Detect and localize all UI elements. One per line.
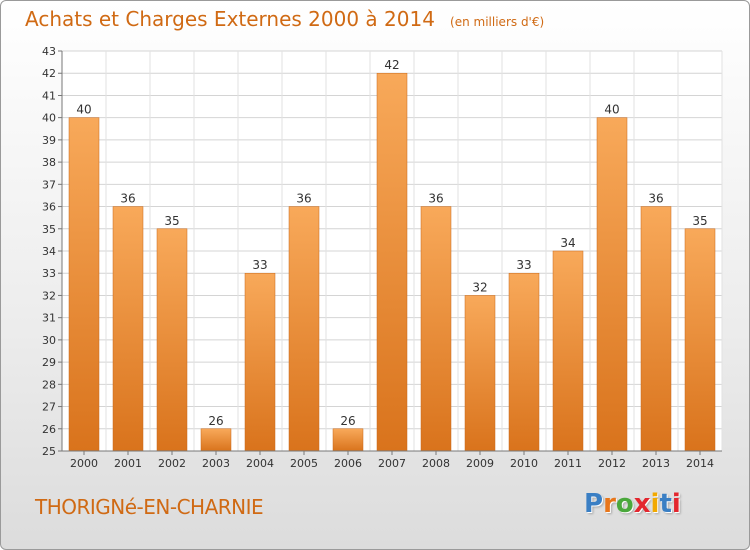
data-label: 26 xyxy=(208,414,223,428)
bar xyxy=(420,206,452,452)
data-label: 35 xyxy=(164,214,179,228)
data-label: 32 xyxy=(472,280,487,294)
bar xyxy=(288,206,320,452)
chart-title: Achats et Charges Externes 2000 à 2014 xyxy=(25,7,435,31)
x-tick-label: 2006 xyxy=(334,457,362,470)
bar xyxy=(552,250,584,452)
y-tick-label: 35 xyxy=(42,223,56,236)
data-label: 36 xyxy=(428,192,443,206)
y-tick-label: 32 xyxy=(42,289,56,302)
x-tick-label: 2008 xyxy=(422,457,450,470)
x-tick-label: 2010 xyxy=(510,457,538,470)
x-tick-label: 2002 xyxy=(158,457,186,470)
bar xyxy=(156,228,188,452)
y-tick-label: 39 xyxy=(42,134,56,147)
data-label: 34 xyxy=(560,236,575,250)
y-tick-label: 41 xyxy=(42,89,56,102)
y-tick-label: 26 xyxy=(42,423,56,436)
x-tick-label: 2000 xyxy=(70,457,98,470)
data-label: 35 xyxy=(692,214,707,228)
bar xyxy=(244,272,276,452)
x-tick-label: 2001 xyxy=(114,457,142,470)
bar xyxy=(464,295,496,452)
commune-name: THORIGNé-EN-CHARNIE xyxy=(35,495,264,519)
x-tick-label: 2011 xyxy=(554,457,582,470)
x-tick-label: 2012 xyxy=(598,457,626,470)
y-tick-label: 33 xyxy=(42,267,56,280)
chart-title-line: Achats et Charges Externes 2000 à 2014 (… xyxy=(25,7,544,31)
bar xyxy=(508,272,540,452)
x-tick-label: 2003 xyxy=(202,457,230,470)
axes: 25 26 27 28 29 30 31 32 33 34 35 36 37 38 39 40 41 42 43 20… xyxy=(42,45,722,470)
y-tick-label: 29 xyxy=(42,356,56,369)
x-tick-label: 2004 xyxy=(246,457,274,470)
data-label: 33 xyxy=(252,258,267,272)
proxiti-logo: Proxiti xyxy=(584,489,681,519)
bar xyxy=(200,428,232,452)
data-label: 42 xyxy=(384,58,399,72)
data-label: 26 xyxy=(340,414,355,428)
y-tick-label: 40 xyxy=(42,112,56,125)
bar xyxy=(684,228,716,452)
data-label: 36 xyxy=(296,192,311,206)
data-label: 40 xyxy=(604,103,619,117)
y-tick-label: 43 xyxy=(42,45,56,58)
x-tick-label: 2005 xyxy=(290,457,318,470)
bar xyxy=(332,428,364,452)
data-label: 40 xyxy=(76,103,91,117)
y-tick-label: 25 xyxy=(42,445,56,458)
bar xyxy=(596,117,628,452)
bar xyxy=(68,117,100,452)
y-tick-label: 27 xyxy=(42,401,56,414)
chart-unit-subtitle: (en milliers d'€) xyxy=(450,15,545,29)
data-labels: 40 36 35 26 33 36 26 42 36 32 33 34 40 36 35 xyxy=(76,58,707,428)
data-label: 36 xyxy=(648,192,663,206)
y-tick-label: 36 xyxy=(42,201,56,214)
bar xyxy=(376,72,408,452)
bar xyxy=(640,206,672,452)
x-tick-label: 2014 xyxy=(686,457,714,470)
y-tick-label: 28 xyxy=(42,378,56,391)
y-tick-label: 42 xyxy=(42,67,56,80)
y-tick-label: 38 xyxy=(42,156,56,169)
x-tick-label: 2013 xyxy=(642,457,670,470)
y-tick-label: 31 xyxy=(42,312,56,325)
data-label: 36 xyxy=(120,192,135,206)
bar xyxy=(112,206,144,452)
y-tick-label: 34 xyxy=(42,245,56,258)
x-tick-label: 2007 xyxy=(378,457,406,470)
bars xyxy=(68,72,716,452)
y-tick-label: 30 xyxy=(42,334,56,347)
y-tick-label: 37 xyxy=(42,178,56,191)
x-tick-label: 2009 xyxy=(466,457,494,470)
data-label: 33 xyxy=(516,258,531,272)
